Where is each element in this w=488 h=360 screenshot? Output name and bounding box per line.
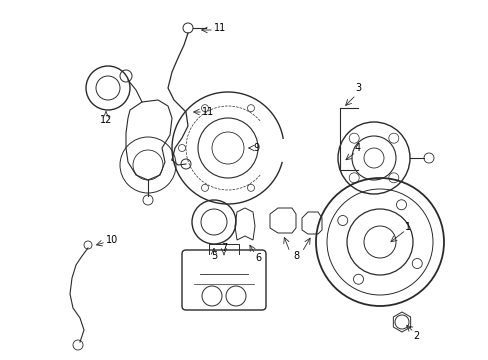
Text: 10: 10 <box>106 235 118 245</box>
Text: 11: 11 <box>202 107 214 117</box>
Text: 1: 1 <box>404 222 410 232</box>
Text: 4: 4 <box>354 143 360 153</box>
Text: 8: 8 <box>292 251 299 261</box>
Text: 7: 7 <box>221 243 226 253</box>
Text: 9: 9 <box>252 143 259 153</box>
Text: 2: 2 <box>412 331 418 341</box>
Text: 5: 5 <box>210 251 217 261</box>
Text: 6: 6 <box>254 253 261 263</box>
Text: 12: 12 <box>100 115 112 125</box>
Text: 11: 11 <box>213 23 225 33</box>
Text: 3: 3 <box>354 83 360 93</box>
